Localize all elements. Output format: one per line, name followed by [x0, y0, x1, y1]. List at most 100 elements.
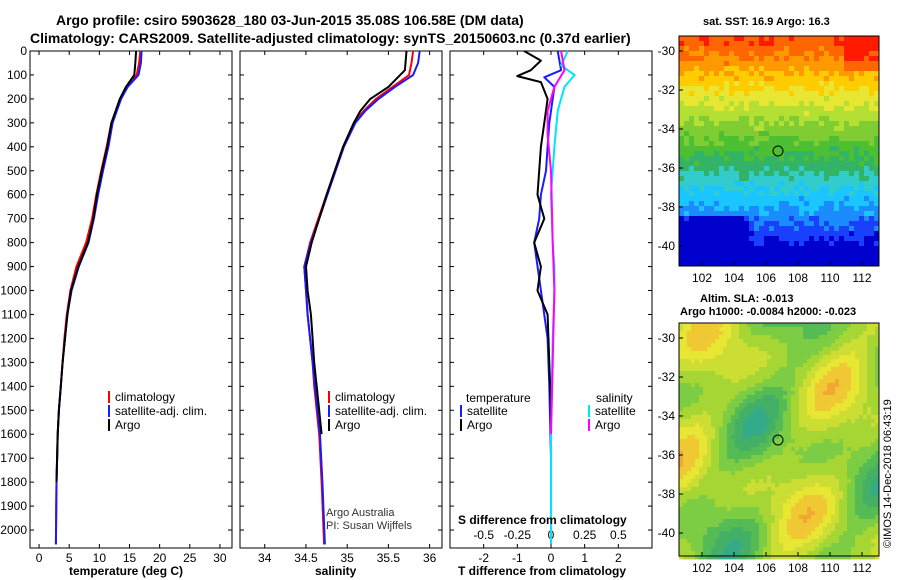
map-cell: [749, 126, 755, 132]
map-cell: [874, 81, 880, 87]
map-cell: [679, 261, 685, 267]
map-cell: [811, 411, 816, 416]
map-cell: [799, 419, 804, 424]
map-cell: [764, 81, 770, 87]
map-cell: [835, 371, 840, 376]
map-cell: [775, 535, 780, 540]
map-cell: [739, 503, 744, 508]
map-cell: [791, 331, 796, 336]
map-cell: [871, 363, 876, 368]
map-cell: [723, 451, 728, 456]
map-cell: [744, 176, 750, 182]
map-cell: [843, 435, 848, 440]
map-cell: [755, 451, 760, 456]
map-cell: [699, 76, 705, 82]
map-cell: [749, 116, 755, 122]
map-cell: [689, 86, 695, 92]
map-cell: [835, 503, 840, 508]
map-cell: [835, 439, 840, 444]
map-cell: [875, 367, 880, 372]
map-cell: [687, 515, 692, 520]
map-cell: [843, 399, 848, 404]
map-cell: [834, 176, 840, 182]
map-cell: [834, 46, 840, 52]
map-cell: [689, 101, 695, 107]
map-cell: [863, 403, 868, 408]
map-cell: [775, 355, 780, 360]
map-cell: [691, 551, 696, 556]
map-cell: [759, 151, 765, 157]
map-cell: [699, 467, 704, 472]
map-cell: [747, 427, 752, 432]
map-cell: [754, 41, 760, 47]
map-cell: [755, 399, 760, 404]
map-cell: [714, 251, 720, 257]
map-cell: [731, 395, 736, 400]
map-cell: [763, 447, 768, 452]
map-cell: [759, 459, 764, 464]
map-cell: [795, 443, 800, 448]
map-cell: [811, 547, 816, 552]
map-cell: [839, 359, 844, 364]
map-cell: [719, 531, 724, 536]
map-cell: [811, 375, 816, 380]
map-cell: [747, 443, 752, 448]
map-cell: [703, 531, 708, 536]
map-cell: [844, 246, 850, 252]
map-cell: [751, 363, 756, 368]
map-cell: [683, 519, 688, 524]
map-cell: [723, 539, 728, 544]
map-cell: [849, 86, 855, 92]
map-cell: [829, 171, 835, 177]
map-cell: [827, 511, 832, 516]
map-cell: [723, 511, 728, 516]
map-cell: [723, 447, 728, 452]
map-cell: [844, 151, 850, 157]
map-cell: [851, 475, 856, 480]
map-cell: [755, 411, 760, 416]
map-cell: [809, 196, 815, 202]
map-cell: [824, 36, 830, 42]
map-cell: [747, 375, 752, 380]
map-cell: [824, 156, 830, 162]
map-cell: [787, 459, 792, 464]
map-cell: [835, 355, 840, 360]
map-cell: [804, 151, 810, 157]
map-cell: [679, 146, 685, 152]
map-cell: [703, 451, 708, 456]
map-cell: [794, 91, 800, 97]
map-cell: [847, 387, 852, 392]
map-cell: [727, 387, 732, 392]
map-cell: [799, 246, 805, 252]
map-cell: [839, 121, 845, 127]
map-cell: [771, 463, 776, 468]
map-cell: [759, 399, 764, 404]
map-cell: [719, 347, 724, 352]
sst-map-title: sat. SST: 16.9 Argo: 16.3: [703, 16, 830, 28]
map-cell: [859, 547, 864, 552]
map-cell: [784, 61, 790, 67]
map-cell: [731, 439, 736, 444]
map-cell: [875, 375, 880, 380]
map-cell: [851, 543, 856, 548]
map-cell: [767, 539, 772, 544]
map-cell: [711, 455, 716, 460]
map-cell: [784, 176, 790, 182]
map-cell: [863, 475, 868, 480]
map-cell: [763, 507, 768, 512]
map-cell: [787, 503, 792, 508]
map-cell: [823, 411, 828, 416]
y-tick-label: 200: [7, 92, 27, 106]
map-cell: [727, 407, 732, 412]
map-cell: [799, 191, 805, 197]
map-cell: [727, 331, 732, 336]
map-cell: [784, 66, 790, 72]
map-cell: [864, 246, 870, 252]
map-cell: [734, 156, 740, 162]
map-cell: [749, 251, 755, 257]
map-cell: [819, 201, 825, 207]
map-cell: [869, 131, 875, 137]
map-cell: [779, 121, 785, 127]
map-cell: [731, 411, 736, 416]
map-cell: [874, 231, 880, 237]
